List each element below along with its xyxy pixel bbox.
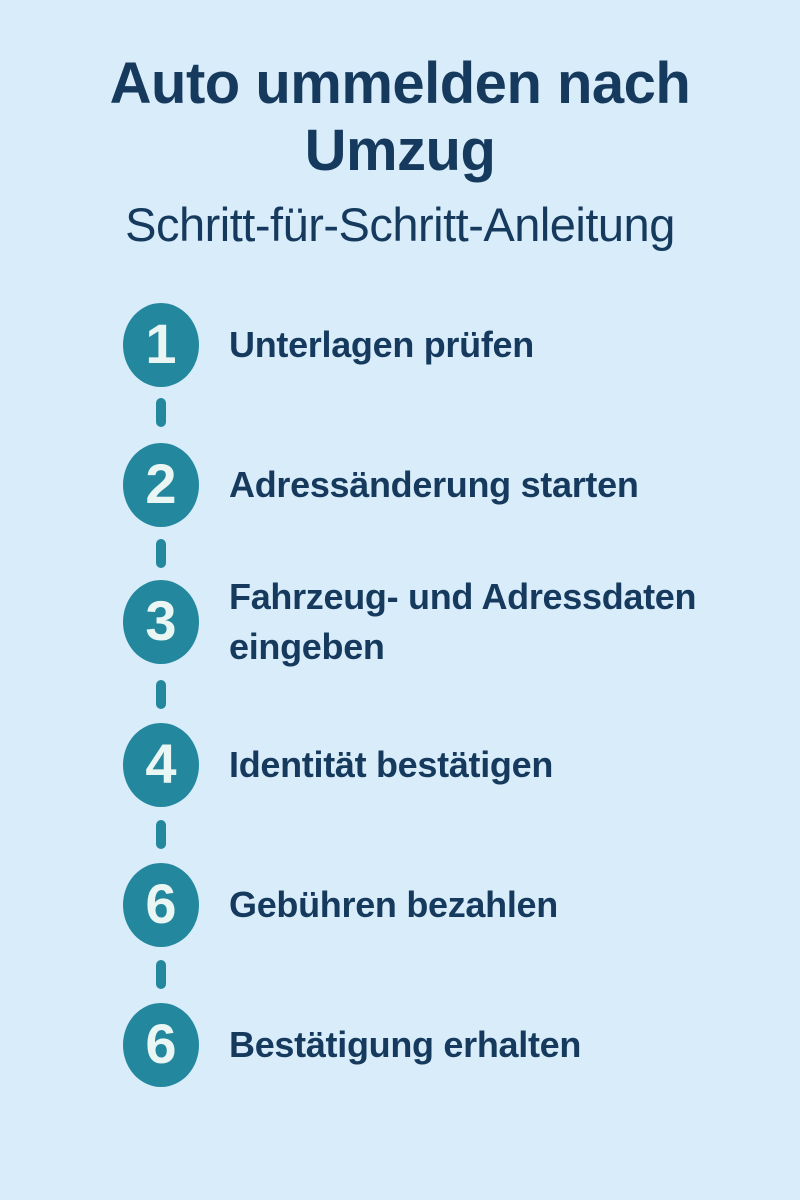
page-title-line1: Auto ummelden nach — [109, 51, 691, 116]
header: Auto ummelden nach Umzug Schritt-für-Sch… — [0, 0, 800, 253]
step-number: 6 — [145, 1012, 177, 1075]
step-number-badge: 6 — [123, 863, 199, 947]
step-label: Gebühren bezahlen — [229, 884, 558, 926]
step-number-badge: 1 — [123, 303, 199, 387]
step-number-badge: 6 — [123, 1003, 199, 1087]
step-number-badge: 2 — [123, 443, 199, 527]
step-label: Identität bestätigen — [229, 744, 554, 786]
step-number: 6 — [145, 872, 177, 935]
page-subtitle: Schritt-für-Schritt-Anleitung — [125, 197, 675, 251]
step-label: Adressänderung starten — [229, 464, 639, 506]
step-row-4: 4 Identität bestätigen — [123, 723, 553, 807]
connector-dash — [156, 960, 166, 989]
step-number: 3 — [145, 589, 177, 652]
step-row-1: 1 Unterlagen prüfen — [123, 303, 534, 387]
step-row-6: 6 Bestätigung erhalten — [123, 1003, 581, 1087]
page-title-line2: Umzug — [304, 118, 496, 184]
connector-dash — [156, 680, 166, 709]
step-number: 4 — [145, 732, 177, 795]
connector-dash — [156, 820, 166, 849]
page-title: Auto ummelden nach Umzug — [50, 50, 750, 185]
step-row-3: 3 Fahrzeug- und Adressdaten eingeben — [123, 576, 774, 667]
step-number: 1 — [145, 312, 177, 375]
step-number-badge: 3 — [123, 580, 199, 664]
step-label: Fahrzeug- und Adressdaten eingeben — [229, 576, 697, 667]
connector-dash — [156, 398, 166, 427]
step-number-badge: 4 — [123, 723, 199, 807]
step-label: Bestätigung erhalten — [229, 1024, 582, 1066]
connector-dash — [156, 539, 166, 568]
step-row-5: 6 Gebühren bezahlen — [123, 863, 558, 947]
step-number: 2 — [145, 452, 177, 515]
step-row-2: 2 Adressänderung starten — [123, 443, 639, 527]
step-label: Unterlagen prüfen — [229, 324, 534, 366]
